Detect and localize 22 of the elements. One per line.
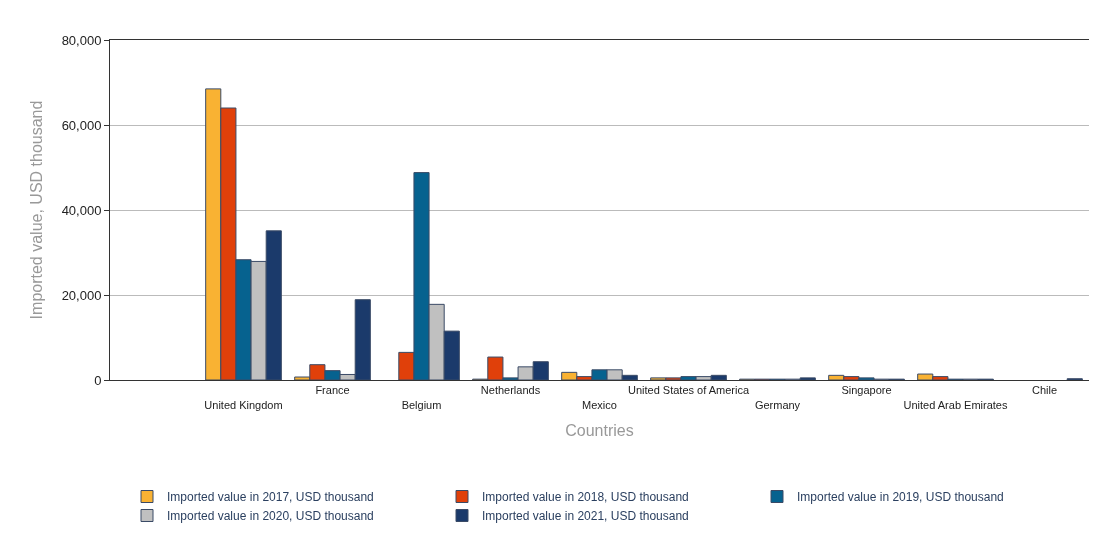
legend-label: Imported value in 2019, USD thousand: [797, 490, 1004, 505]
y-tick-label: 0: [94, 372, 102, 388]
x-tick-label: United Kingdom: [204, 398, 283, 411]
y-axis-title: Imported value, USD thousand: [27, 100, 45, 320]
x-tick-label: Singapore: [841, 384, 892, 397]
x-tick-label: Belgium: [401, 398, 442, 411]
legend-label: Imported value in 2017, USD thousand: [167, 490, 374, 505]
x-tick-label: United States of America: [627, 384, 750, 397]
legend-label: Imported value in 2020, USD thousand: [167, 509, 374, 524]
legend-label: Imported value in 2018, USD thousand: [482, 490, 689, 505]
x-tick-label: France: [315, 384, 350, 397]
y-tick-label: 60,000: [61, 117, 102, 133]
x-tick-label: Mexico: [582, 398, 617, 411]
x-tick-label: United Arab Emirates: [903, 398, 1008, 411]
x-tick-label: Netherlands: [480, 384, 541, 397]
y-tick-label: 40,000: [61, 202, 102, 218]
x-tick-label: Chile: [1031, 384, 1058, 397]
x-tick-label: Germany: [754, 398, 801, 411]
legend-label: Imported value in 2021, USD thousand: [482, 509, 689, 524]
y-tick-label: 80,000: [61, 32, 102, 48]
y-tick-label: 20,000: [61, 287, 102, 303]
x-axis-title: Countries: [565, 422, 634, 440]
